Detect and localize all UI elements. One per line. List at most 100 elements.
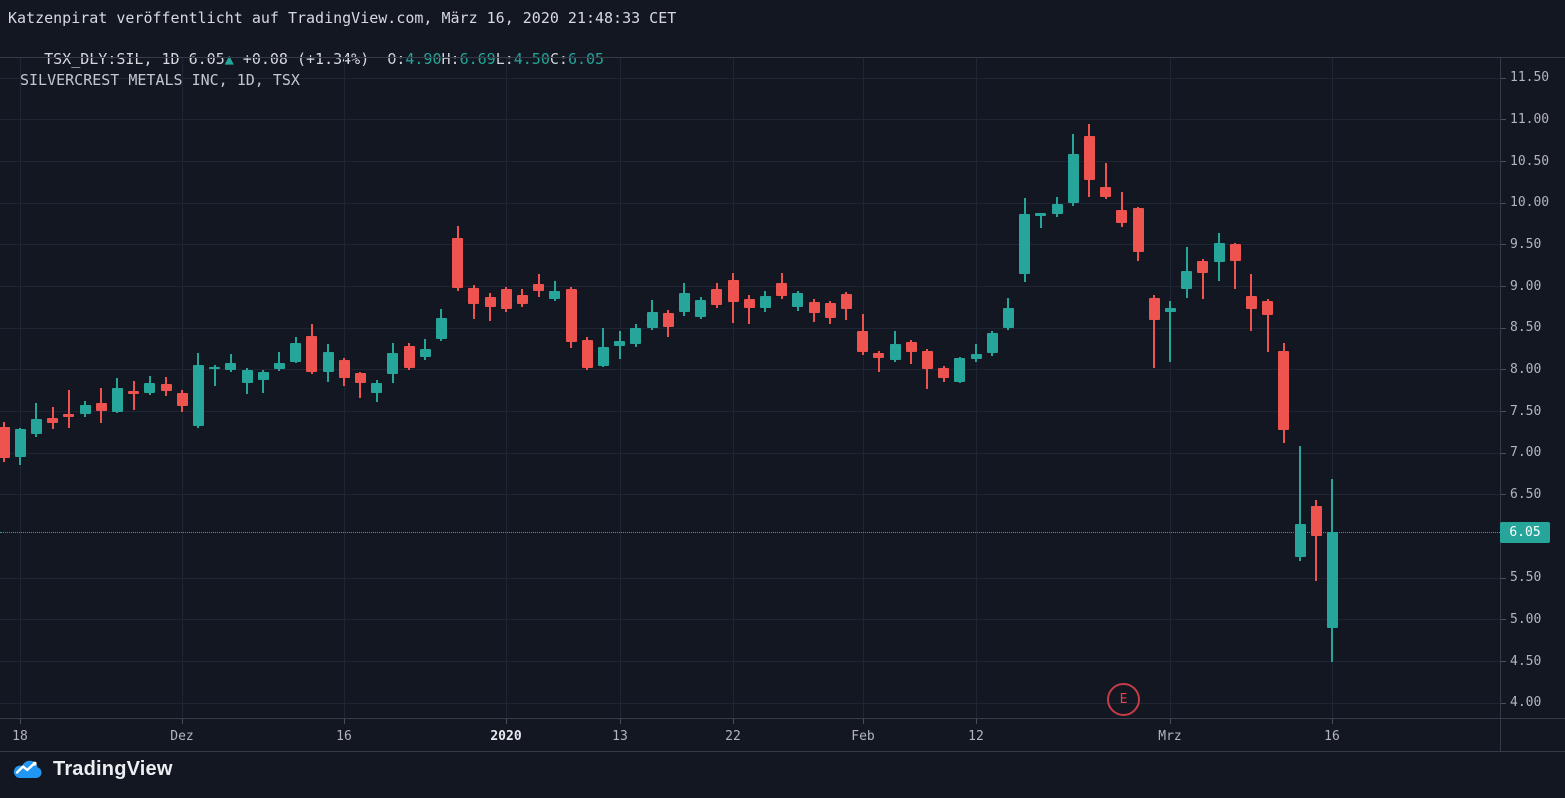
- candle-body[interactable]: [209, 366, 221, 369]
- candle-body[interactable]: [435, 317, 447, 340]
- earnings-marker[interactable]: E: [1107, 683, 1140, 716]
- candle-body[interactable]: [111, 388, 123, 412]
- candle-body[interactable]: [938, 367, 950, 379]
- candle-body[interactable]: [824, 303, 836, 319]
- candle-body[interactable]: [290, 343, 302, 362]
- candle-wick[interactable]: [1201, 259, 1204, 300]
- candle-body[interactable]: [1100, 186, 1112, 198]
- candle-body[interactable]: [30, 419, 42, 435]
- candle-wick[interactable]: [877, 350, 880, 373]
- candle-body[interactable]: [306, 335, 318, 372]
- candle-body[interactable]: [695, 300, 707, 317]
- candle-wick[interactable]: [1169, 300, 1172, 363]
- candle-body[interactable]: [468, 288, 480, 305]
- candle-wick[interactable]: [1120, 191, 1123, 228]
- candle-body[interactable]: [484, 296, 496, 308]
- candle-wick[interactable]: [229, 354, 232, 373]
- candle-body[interactable]: [857, 330, 869, 353]
- candle-body[interactable]: [727, 280, 739, 302]
- candle-body[interactable]: [662, 312, 674, 327]
- candle-body[interactable]: [1278, 350, 1290, 430]
- candle-body[interactable]: [581, 340, 593, 368]
- candle-body[interactable]: [759, 295, 771, 309]
- candle-body[interactable]: [533, 284, 545, 291]
- candle-body[interactable]: [273, 362, 285, 370]
- candle-body[interactable]: [95, 402, 107, 411]
- candle-body[interactable]: [792, 293, 804, 308]
- candle-body[interactable]: [1116, 210, 1128, 224]
- candle-body[interactable]: [1051, 204, 1063, 215]
- candle-body[interactable]: [322, 351, 334, 373]
- symbol-interval-label[interactable]: TSX_DLY:SIL, 1D: [44, 50, 189, 68]
- candle-body[interactable]: [47, 417, 59, 424]
- candle-body[interactable]: [889, 344, 901, 360]
- candle-body[interactable]: [954, 358, 966, 382]
- candle-body[interactable]: [0, 426, 10, 459]
- candle-body[interactable]: [1326, 532, 1338, 629]
- candle-body[interactable]: [403, 345, 415, 369]
- candle-body[interactable]: [646, 311, 658, 329]
- candle-body[interactable]: [1310, 505, 1322, 536]
- candle-body[interactable]: [1197, 260, 1209, 274]
- candle-wick[interactable]: [262, 370, 265, 393]
- candle-body[interactable]: [338, 360, 350, 379]
- candle-body[interactable]: [873, 353, 885, 359]
- candle-body[interactable]: [419, 349, 431, 358]
- candle-body[interactable]: [905, 341, 917, 352]
- candle-body[interactable]: [1132, 208, 1144, 252]
- candle-body[interactable]: [1148, 297, 1160, 320]
- candle-wick[interactable]: [926, 349, 929, 390]
- candle-wick[interactable]: [132, 380, 135, 410]
- candle-body[interactable]: [160, 384, 172, 391]
- candle-wick[interactable]: [1234, 242, 1237, 290]
- candle-wick[interactable]: [67, 390, 70, 428]
- candle-body[interactable]: [711, 289, 723, 305]
- candle-body[interactable]: [840, 294, 852, 310]
- candle-body[interactable]: [1002, 307, 1014, 328]
- candle-wick[interactable]: [748, 295, 751, 325]
- candle-body[interactable]: [970, 354, 982, 360]
- candle-body[interactable]: [549, 290, 561, 300]
- candle-body[interactable]: [808, 301, 820, 314]
- candle-wick[interactable]: [359, 371, 362, 399]
- candle-body[interactable]: [354, 373, 366, 384]
- candle-body[interactable]: [1262, 300, 1274, 315]
- candle-body[interactable]: [14, 429, 26, 458]
- candle-body[interactable]: [986, 332, 998, 354]
- candle-body[interactable]: [128, 390, 140, 395]
- chart-pane[interactable]: SILVERCREST METALS INC, 1D, TSX E: [0, 58, 1500, 718]
- candle-wick[interactable]: [213, 365, 216, 386]
- candle-body[interactable]: [192, 365, 204, 426]
- candle-wick[interactable]: [1266, 299, 1269, 353]
- candle-body[interactable]: [1181, 270, 1193, 290]
- tradingview-logo[interactable]: TradingView: [10, 757, 173, 781]
- candle-body[interactable]: [630, 327, 642, 345]
- candle-body[interactable]: [387, 352, 399, 375]
- candle-body[interactable]: [1035, 213, 1047, 216]
- candle-body[interactable]: [1245, 295, 1257, 310]
- candle-wick[interactable]: [910, 340, 913, 365]
- candle-body[interactable]: [452, 238, 464, 289]
- candle-body[interactable]: [144, 382, 156, 393]
- candle-body[interactable]: [776, 283, 788, 296]
- candle-body[interactable]: [743, 299, 755, 309]
- candle-body[interactable]: [614, 340, 626, 346]
- candle-wick[interactable]: [278, 351, 281, 371]
- candle-wick[interactable]: [1104, 162, 1107, 200]
- candle-body[interactable]: [516, 295, 528, 305]
- candle-body[interactable]: [1294, 524, 1306, 557]
- candle-body[interactable]: [176, 392, 188, 406]
- candle-body[interactable]: [225, 363, 237, 370]
- candle-body[interactable]: [500, 289, 512, 310]
- candle-body[interactable]: [1019, 214, 1031, 275]
- candle-body[interactable]: [921, 350, 933, 370]
- candle-body[interactable]: [678, 293, 690, 313]
- candle-body[interactable]: [1083, 135, 1095, 180]
- candle-wick[interactable]: [1299, 445, 1301, 561]
- candle-body[interactable]: [371, 382, 383, 393]
- candle-body[interactable]: [1067, 154, 1079, 204]
- candle-body[interactable]: [1229, 244, 1241, 261]
- candle-body[interactable]: [1164, 307, 1176, 312]
- candle-wick[interactable]: [975, 344, 977, 362]
- candle-body[interactable]: [597, 346, 609, 366]
